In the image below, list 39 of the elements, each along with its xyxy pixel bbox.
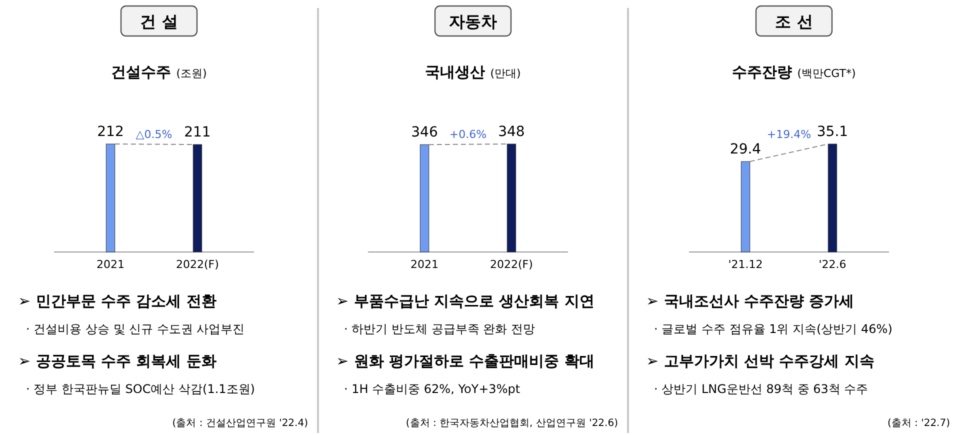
data-label: 29.4 bbox=[730, 142, 762, 158]
text: ➢ 원화 평가절하로 수출판매비중 확대 bbox=[336, 352, 594, 370]
text: (출처 : 건설산업연구원 '22.4) bbox=[172, 418, 308, 429]
text: +0.6% bbox=[449, 128, 487, 141]
x-tick-label: 2021 bbox=[410, 258, 439, 271]
data-label: 348 bbox=[498, 124, 525, 140]
x-tick-label: 2022(F) bbox=[490, 258, 533, 271]
x-tick-label: '22.6 bbox=[818, 258, 846, 271]
text: (출처 : 한국자동차산업협회, 산업연구원 '22.6) bbox=[406, 418, 618, 429]
text: 조 선 bbox=[775, 12, 813, 31]
data-label: 212 bbox=[97, 124, 124, 140]
text: ➢ 민간부문 수주 감소세 전환 bbox=[18, 292, 216, 310]
data-label: 35.1 bbox=[816, 124, 848, 140]
chart-title: 수주잔량 bbox=[732, 63, 792, 81]
text: · 1H 수출비중 62%, YoY+3%pt bbox=[344, 382, 520, 396]
text: ➢ 부품수급난 지속으로 생산회복 지연 bbox=[336, 292, 594, 310]
x-tick-label: '21.12 bbox=[728, 258, 763, 271]
chart-subtitle: (만대) bbox=[490, 67, 521, 80]
text: ➢ 공공토목 수주 회복세 둔화 bbox=[18, 352, 216, 370]
data-label: 211 bbox=[184, 124, 211, 141]
chart-title: 건설수주 bbox=[111, 63, 172, 81]
text: 건 설 bbox=[140, 12, 178, 31]
text: △0.5% bbox=[136, 128, 172, 141]
text: · 하반기 반도체 공급부족 완화 전망 bbox=[344, 322, 535, 336]
text: · 상반기 LNG운반선 89척 중 63척 수주 bbox=[654, 382, 868, 396]
chart-subtitle: (조원) bbox=[176, 67, 207, 80]
text: · 글로벌 수주 점유율 1위 지속(상반기 46%) bbox=[654, 322, 892, 336]
chart-title: 국내생산 bbox=[425, 63, 486, 81]
x-tick-label: 2021 bbox=[96, 258, 125, 271]
text: +19.4% bbox=[766, 128, 812, 141]
text: (출처 : '22.7) bbox=[887, 418, 950, 429]
text: 자동차 bbox=[449, 12, 497, 31]
chart-subtitle: (백만CGT*) bbox=[797, 67, 856, 80]
x-tick-label: 2022(F) bbox=[176, 258, 219, 271]
text: ➢ 국내조선사 수주잔량 증가세 bbox=[646, 292, 854, 310]
text: · 정부 한국판뉴딜 SOC예산 삭감(1.1조원) bbox=[26, 382, 255, 396]
text: ➢ 고부가가치 선박 수주강세 지속 bbox=[646, 352, 874, 370]
text: · 건설비용 상승 및 신규 수도권 사업부진 bbox=[26, 322, 245, 336]
data-label: 346 bbox=[411, 124, 438, 141]
